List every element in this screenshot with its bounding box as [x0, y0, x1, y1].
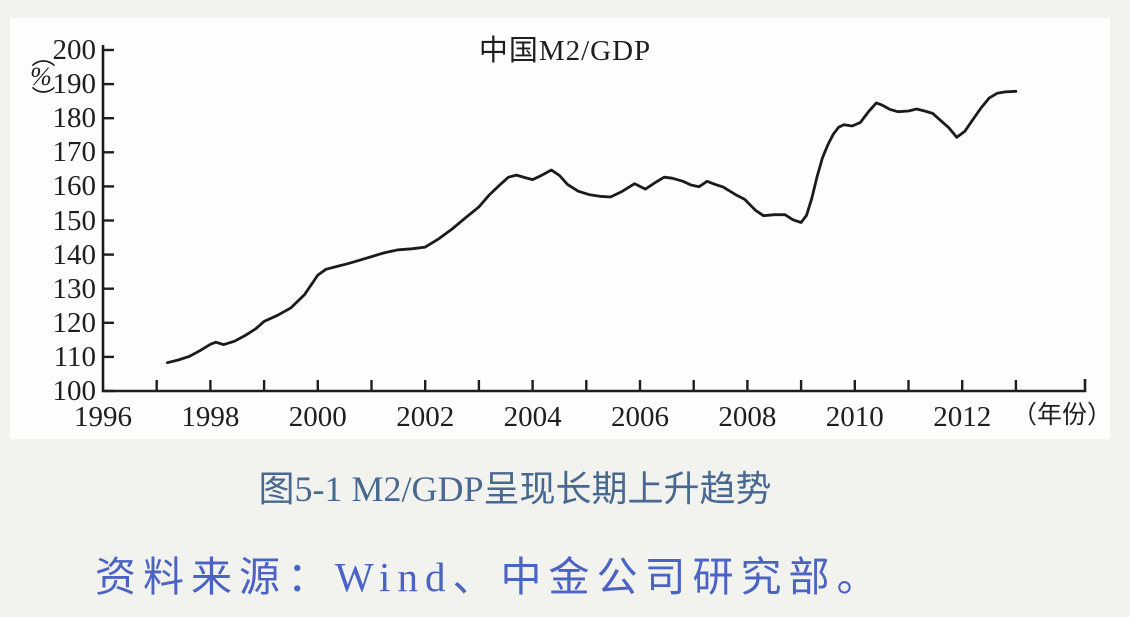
- y-tick-label: 160: [52, 170, 97, 203]
- y-tick-label: 180: [52, 102, 97, 135]
- x-tick-label: 1998: [181, 401, 240, 433]
- y-tick-label: 110: [53, 340, 96, 373]
- y-tick-label: 130: [52, 272, 97, 305]
- y-tick-label: 150: [52, 204, 97, 237]
- x-tick-label: 2006: [611, 401, 669, 433]
- x-axis-unit-label: （年份）: [1012, 402, 1113, 429]
- y-tick-label: 190: [52, 68, 97, 101]
- x-tick-label: 1996: [74, 401, 132, 433]
- figure-caption: 图5-1 M2/GDP呈现长期上升趋势: [258, 469, 772, 509]
- x-tick-label: 2008: [718, 401, 777, 433]
- y-tick-label: 200: [52, 34, 97, 66]
- x-tick-label: 2002: [396, 401, 455, 433]
- y-axis-unit-label: （ % ）: [24, 43, 58, 109]
- percent-symbol: %: [30, 61, 52, 91]
- x-tick-label: 2004: [503, 401, 562, 433]
- m2-gdp-line-series: [165, 89, 1018, 365]
- y-tick-label: 120: [52, 306, 97, 339]
- y-tick-label: 100: [52, 375, 97, 407]
- data-source-note: 资料来源：Wind、中金公司研究部。: [95, 554, 885, 600]
- chart-panel: [10, 18, 1110, 439]
- y-tick-label: 140: [52, 238, 97, 271]
- x-tick-label: 2000: [288, 401, 347, 433]
- y-tick-label: 170: [52, 136, 97, 169]
- chart-title: 中国M2/GDP: [478, 35, 652, 67]
- x-tick-label: 2012: [933, 401, 992, 433]
- chart-axes: [101, 45, 1087, 393]
- x-tick-label: 2010: [825, 401, 884, 433]
